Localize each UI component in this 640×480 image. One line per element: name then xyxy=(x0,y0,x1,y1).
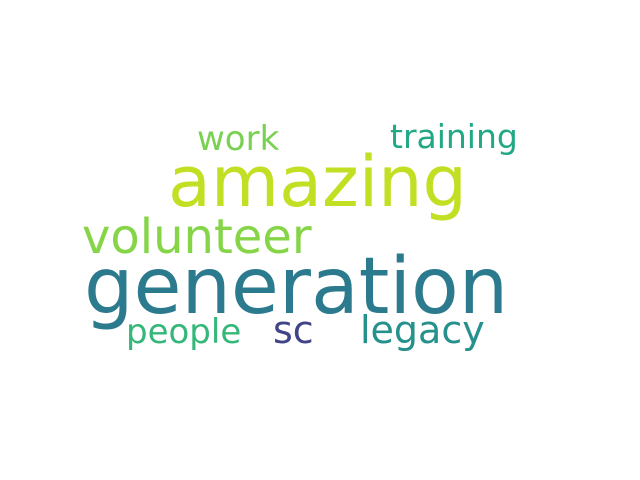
word-legacy: legacy xyxy=(360,308,485,352)
word-volunteer: volunteer xyxy=(82,209,312,265)
word-people: people xyxy=(126,312,242,352)
word-amazing: amazing xyxy=(168,141,467,223)
word-training: training xyxy=(390,117,518,156)
word-work: work xyxy=(197,119,280,159)
word-sc: sc xyxy=(273,308,314,352)
word-generation: generation xyxy=(84,242,509,332)
